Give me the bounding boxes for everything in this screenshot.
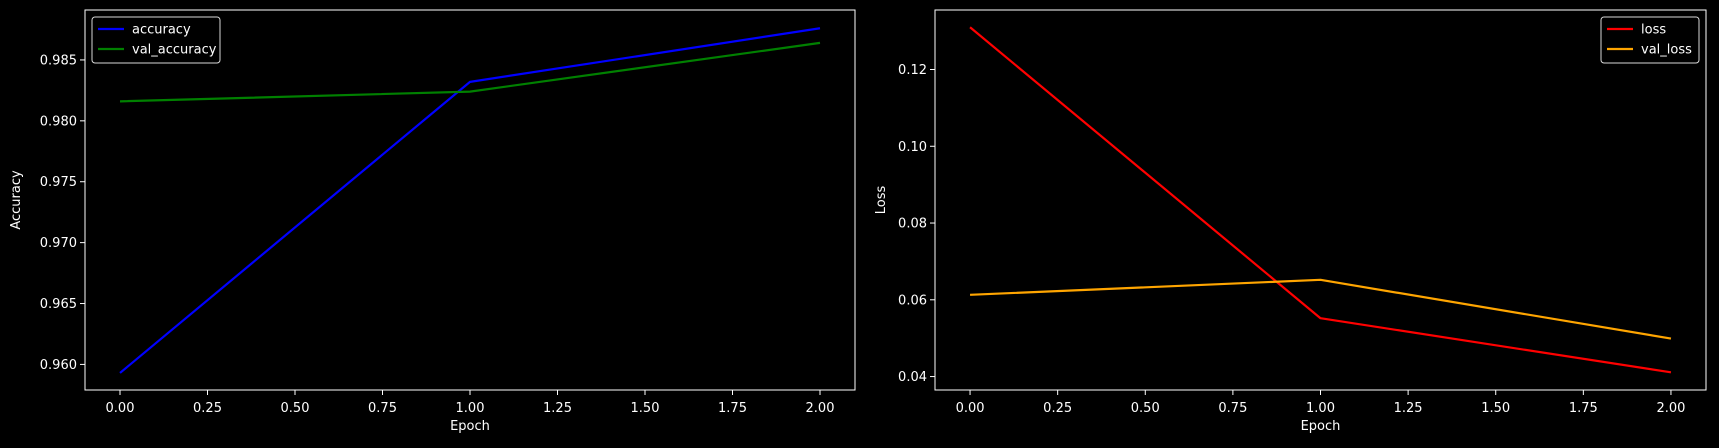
legend-label-val_accuracy: val_accuracy (132, 43, 217, 58)
x-tick-label: 1.00 (1306, 401, 1335, 416)
x-tick-label: 1.25 (1394, 401, 1423, 416)
x-tick-label: 2.00 (806, 401, 835, 416)
legend-label-accuracy: accuracy (132, 23, 191, 38)
legend: accuracy val_accuracy (91, 16, 221, 64)
x-tick-label: 0.00 (956, 401, 985, 416)
x-tick-label: 1.50 (631, 401, 660, 416)
y-axis-label: Loss (874, 186, 889, 215)
x-tick-label: 0.25 (193, 401, 222, 416)
x-tick-label: 1.00 (456, 401, 485, 416)
x-axis-label: Epoch (1301, 419, 1341, 434)
y-tick-label: 0.975 (40, 175, 77, 190)
y-tick-label: 0.985 (40, 53, 77, 68)
loss-chart: 0.00 0.25 0.50 0.75 1.00 1.25 1.50 1.75 2.00 0.04… (874, 9, 1707, 434)
x-tick-label: 2.00 (1656, 401, 1685, 416)
x-tick-label: 0.25 (1043, 401, 1072, 416)
x-tick-label: 1.75 (1569, 401, 1598, 416)
x-tick-label: 0.75 (1218, 401, 1247, 416)
x-tick-label: 1.25 (543, 401, 572, 416)
x-tick-label: 0.00 (106, 401, 135, 416)
y-tick-label: 0.970 (40, 236, 77, 251)
y-tick-label: 0.08 (898, 217, 927, 232)
y-tick-label: 0.10 (898, 140, 927, 155)
y-tick-label: 0.06 (898, 293, 927, 308)
y-tick-label: 0.960 (40, 358, 77, 373)
y-tick-label: 0.04 (898, 370, 927, 385)
legend: loss val_loss (1600, 16, 1700, 64)
x-tick-label: 0.50 (281, 401, 310, 416)
x-tick-label: 0.50 (1131, 401, 1160, 416)
legend-label-loss: loss (1641, 23, 1666, 38)
legend-label-val_loss: val_loss (1641, 43, 1692, 58)
y-tick-label: 0.965 (40, 297, 77, 312)
y-tick-label: 0.980 (40, 114, 77, 129)
x-tick-label: 0.75 (368, 401, 397, 416)
x-tick-label: 1.50 (1481, 401, 1510, 416)
x-axis-label: Epoch (450, 419, 490, 434)
y-axis-label: Accuracy (9, 170, 24, 230)
accuracy-chart: 0.00 0.25 0.50 0.75 1.00 1.25 1.50 1.75 2.00 0.96… (9, 9, 856, 434)
x-tick-label: 1.75 (718, 401, 747, 416)
y-tick-label: 0.12 (898, 63, 927, 78)
